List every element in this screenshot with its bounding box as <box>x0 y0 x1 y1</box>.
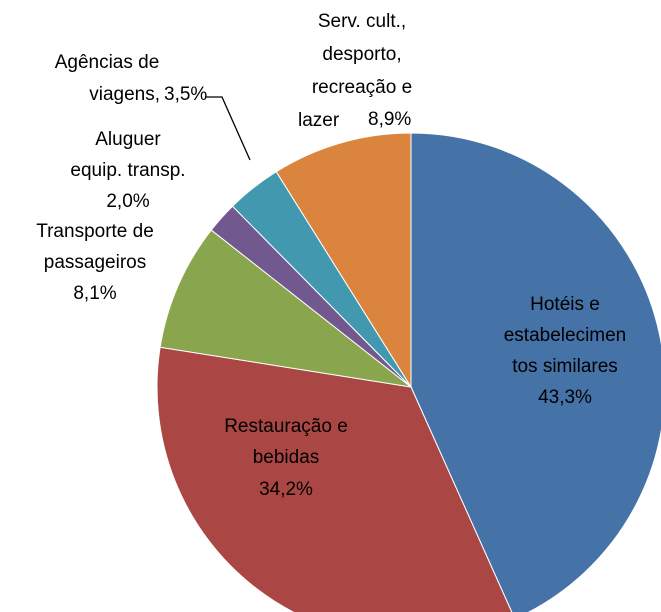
value-label: 43,3% <box>538 387 592 408</box>
pie-slice <box>159 229 413 388</box>
value-label: 2,0% <box>106 191 149 212</box>
slice-label: Transporte de passageiros <box>36 221 154 273</box>
pie-slice <box>275 132 412 389</box>
pie-slice <box>156 346 513 612</box>
pie-slice <box>410 132 661 612</box>
value-label: 34,2% <box>259 479 313 500</box>
value-label: 3,5% <box>164 84 207 105</box>
slice-label: Hotéis e estabelecimen tos similares <box>504 294 627 377</box>
leader-line <box>205 96 251 161</box>
value-label: 8,9% <box>368 109 411 130</box>
slice-label: Agências de viagens, <box>55 52 160 105</box>
slice-label: Restauração e bebidas <box>224 416 348 468</box>
slice-label: Serv. cult., desporto, recreação e lazer <box>298 11 412 131</box>
value-label: 8,1% <box>73 283 116 304</box>
slice-label: Aluguer equip. transp. <box>70 129 185 181</box>
